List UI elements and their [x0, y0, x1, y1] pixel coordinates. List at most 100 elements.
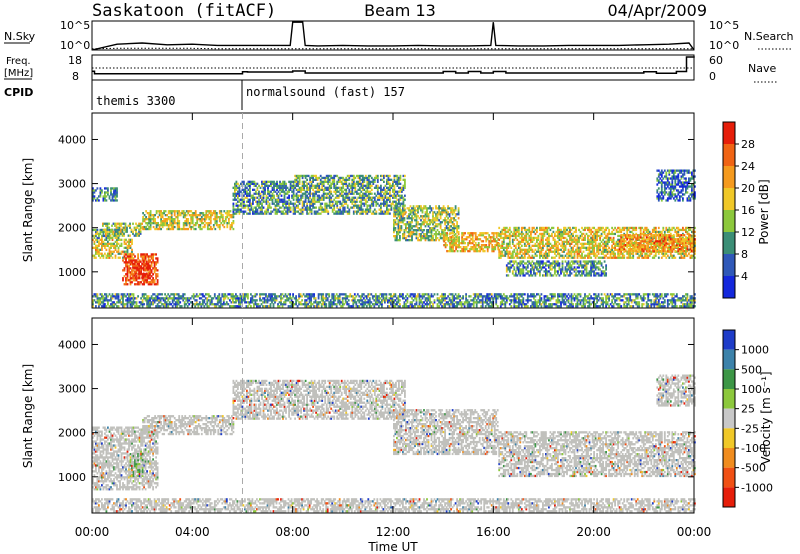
velocity-colorbar-swatch-2: [723, 369, 735, 389]
noise-panel-frame: [91, 20, 695, 51]
cpid-row: CPID themis 3300 normalsound (fast) 157: [4, 80, 405, 110]
velocity-ytick-label-3: 4000: [58, 338, 86, 351]
power-heatmap-cells: [92, 169, 696, 308]
cpid-label: CPID: [4, 86, 33, 99]
power-ytick-label-0: 1000: [58, 266, 86, 279]
power-colorbar-swatch-2: [723, 232, 735, 254]
power-colorbar-label: Power [dB]: [757, 179, 771, 244]
velocity-region-3: [232, 379, 406, 420]
velocity-colorbar-swatch-5: [723, 428, 735, 448]
velocity-colorbar-tick-label-6: -500: [741, 462, 766, 475]
power-colorbar-swatch-6: [723, 144, 735, 166]
velocity-colorbar-tick-label-3: 25: [741, 403, 755, 416]
power-region-14: [656, 169, 696, 202]
velocity-region-4: [393, 409, 499, 456]
velocity-colorbar-tick-label-7: -1000: [741, 481, 773, 494]
freq-left-tick-top: 18: [68, 54, 82, 67]
velocity-ytick-label-1: 2000: [58, 427, 86, 440]
power-region-12: [618, 234, 696, 253]
velocity-region-1: [129, 453, 144, 478]
velocity-colorbar-swatch-8: [723, 487, 735, 507]
power-colorbar-tick-label-5: 24: [741, 160, 755, 173]
frequency-panel: Freq. [MHz] 18 8 60 0 Nave: [4, 54, 778, 83]
velocity-colorbar: 1000 500 100 25 -25 -100 -500 -1000: [722, 329, 773, 508]
velocity-colorbar-tick-label-2: 100: [741, 383, 762, 396]
power-region-5: [142, 210, 235, 231]
velocity-colorbar-swatch-0: [723, 330, 735, 350]
time-tick-label-6: 00:00: [677, 525, 712, 539]
beam-title: Beam 13: [364, 1, 436, 20]
power-region-8: [292, 174, 406, 215]
velocity-colorbar-swatch-1: [723, 349, 735, 370]
power-colorbar-tick-label-6: 28: [741, 138, 755, 151]
time-tick-label-4: 16:00: [476, 525, 511, 539]
freq-left-tick-bottom: 8: [72, 70, 79, 83]
power-colorbar-swatch-4: [723, 188, 735, 210]
time-tick-label-0: 00:00: [75, 525, 110, 539]
noise-right-tick-top: 10^5: [709, 19, 739, 32]
power-colorbar-tick-label-0: 4: [741, 270, 748, 283]
power-region-7: [232, 180, 295, 215]
time-tick-label-3: 12:00: [376, 525, 411, 539]
velocity-colorbar-tick-label-5: -100: [741, 442, 766, 455]
freq-right-tick-top: 60: [709, 54, 723, 67]
cpid-segment-1: normalsound (fast) 157: [246, 85, 405, 99]
power-ylabel: Slant Range [km]: [21, 158, 35, 262]
power-panel: 1000 2000 3000 4000 Slant Range [km] 4 8 12 16…: [21, 112, 771, 309]
velocity-colorbar-swatch-3: [723, 389, 735, 409]
velocity-colorbar-swatch-7: [723, 467, 735, 488]
cpid-segment-0: themis 3300: [96, 94, 175, 108]
velocity-region-6: [656, 374, 696, 407]
power-ytick-label-2: 3000: [58, 178, 86, 191]
velocity-ylabel: Slant Range [km]: [21, 364, 35, 468]
freq-left-label-line2: [MHz]: [4, 68, 33, 79]
station-title: Saskatoon (fitACF): [92, 1, 276, 21]
power-colorbar-swatch-3: [723, 210, 735, 232]
velocity-colorbar-tick-label-0: 1000: [741, 344, 769, 357]
power-colorbar-swatch-1: [723, 254, 735, 276]
time-axis-label: Time UT: [367, 540, 418, 554]
power-region-4: [102, 222, 144, 237]
date-title: 04/Apr/2009: [607, 1, 707, 20]
power-region-15: [92, 293, 696, 308]
time-tick-label-2: 08:00: [275, 525, 310, 539]
noise-right-tick-bottom: 10^0: [709, 39, 739, 52]
velocity-panel: 1000 2000 3000 4000 Slant Range [km] 1000 50…: [21, 317, 773, 514]
velocity-ytick-label-2: 3000: [58, 383, 86, 396]
power-region-3: [132, 260, 151, 279]
velocity-colorbar-swatch-6: [723, 448, 735, 468]
power-ytick-label-3: 4000: [58, 133, 86, 146]
velocity-region-5: [498, 431, 696, 478]
freq-right-tick-bottom: 0: [709, 70, 716, 83]
noise-series-0: [91, 21, 695, 51]
power-colorbar-tick-label-1: 8: [741, 248, 748, 261]
power-colorbar-swatch-7: [723, 122, 735, 144]
power-region-9: [393, 205, 460, 242]
power-colorbar-swatch-0: [723, 276, 735, 298]
velocity-region-2: [142, 415, 235, 436]
power-colorbar-tick-label-4: 20: [741, 182, 755, 195]
freq-right-label: Nave: [748, 62, 776, 75]
time-tick-label-5: 20:00: [576, 525, 611, 539]
noise-panel: N.Sky 10^5 10^0 10^5 10^0 N.Search: [4, 19, 794, 52]
power-region-10: [443, 232, 500, 253]
velocity-colorbar-label: Velocity [m s⁻¹]: [759, 371, 773, 464]
velocity-colorbar-frame: [722, 329, 736, 508]
power-region-6: [92, 187, 118, 202]
velocity-ytick-label-0: 1000: [58, 471, 86, 484]
power-region-13: [505, 260, 608, 277]
power-colorbar: 4 8 12 16 20 24 28: [722, 121, 755, 299]
noise-right-label: N.Search: [744, 30, 794, 43]
noise-series-1: [91, 47, 694, 50]
time-tick-label-1: 04:00: [175, 525, 210, 539]
noise-left-tick-top: 10^5: [60, 19, 90, 32]
power-colorbar-tick-label-2: 12: [741, 226, 755, 239]
velocity-heatmap-cells: [92, 374, 696, 513]
freq-series-freq: [92, 56, 695, 75]
time-axis: 00:00 04:00 08:00 12:00 16:00 20:00 00:00: [75, 525, 712, 539]
noise-left-tick-bottom: 10^0: [60, 39, 90, 52]
power-colorbar-tick-label-3: 16: [741, 204, 755, 217]
velocity-colorbar-swatch-4: [723, 408, 735, 429]
velocity-colorbar-tick-label-1: 500: [741, 363, 762, 376]
